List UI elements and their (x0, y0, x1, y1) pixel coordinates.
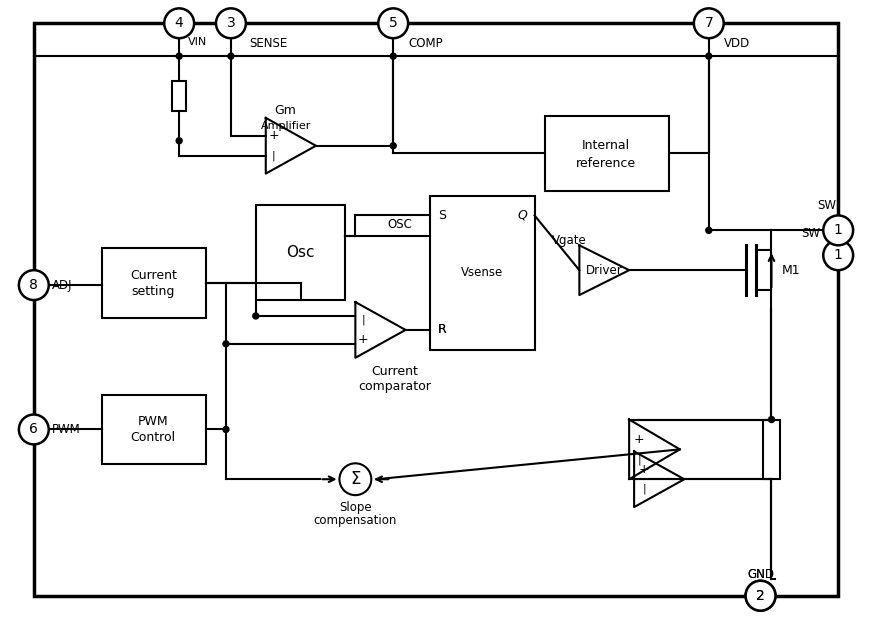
Text: setting: setting (132, 285, 175, 298)
Text: |: | (637, 454, 641, 464)
Text: Vgate: Vgate (552, 234, 587, 247)
Text: COMP: COMP (409, 37, 443, 50)
Text: compensation: compensation (313, 514, 397, 527)
Circle shape (694, 8, 724, 38)
Circle shape (228, 53, 234, 59)
Text: +: + (268, 130, 279, 142)
Circle shape (390, 53, 396, 59)
Text: 1: 1 (834, 223, 842, 237)
Bar (101, 394, 206, 464)
Bar (101, 248, 206, 318)
Text: 2: 2 (756, 589, 765, 603)
Text: Internal: Internal (582, 140, 630, 153)
Bar (430, 195, 534, 350)
Text: +: + (358, 334, 368, 347)
Bar (762, 420, 780, 479)
Circle shape (253, 313, 258, 319)
Text: PWM: PWM (138, 415, 168, 428)
Text: +: + (634, 433, 644, 446)
Text: Q: Q (518, 209, 527, 222)
Text: Control: Control (131, 431, 175, 444)
Text: Current: Current (130, 268, 176, 281)
Text: R: R (437, 324, 446, 337)
Text: GND: GND (747, 568, 774, 581)
Text: ADJ: ADJ (52, 278, 72, 291)
Text: S: S (438, 209, 446, 222)
Text: Amplifier: Amplifier (260, 121, 311, 131)
Circle shape (340, 463, 371, 495)
Circle shape (705, 228, 711, 233)
Text: 8: 8 (30, 278, 38, 292)
Text: 6: 6 (30, 422, 38, 436)
Circle shape (223, 341, 229, 347)
Text: +: + (639, 463, 650, 476)
Text: Osc: Osc (286, 245, 315, 260)
Circle shape (19, 415, 49, 445)
Circle shape (223, 427, 229, 432)
Text: SENSE: SENSE (249, 37, 287, 50)
Text: |: | (361, 315, 365, 326)
Text: 7: 7 (705, 16, 713, 30)
Circle shape (768, 417, 774, 422)
Text: |: | (643, 484, 646, 494)
Text: 4: 4 (175, 16, 183, 30)
Bar (172, 81, 186, 111)
Circle shape (378, 8, 409, 38)
Text: VDD: VDD (724, 37, 750, 50)
Circle shape (216, 8, 246, 38)
Text: |: | (272, 151, 276, 161)
Text: Vsense: Vsense (461, 266, 503, 278)
Text: SW: SW (801, 228, 821, 241)
Text: R: R (437, 324, 446, 337)
Circle shape (746, 581, 775, 611)
Circle shape (390, 143, 396, 149)
Text: Σ: Σ (350, 470, 361, 488)
Circle shape (176, 53, 182, 59)
Text: reference: reference (576, 157, 636, 170)
Text: Slope: Slope (339, 501, 372, 514)
Text: PWM: PWM (52, 423, 80, 436)
Circle shape (164, 8, 194, 38)
Bar (545, 116, 669, 190)
Text: GND: GND (747, 568, 774, 581)
Bar (256, 205, 346, 300)
Text: 3: 3 (227, 16, 236, 30)
Text: 5: 5 (388, 16, 397, 30)
Text: 1: 1 (834, 248, 842, 262)
Circle shape (705, 53, 711, 59)
Text: Current: Current (372, 365, 419, 378)
Text: SW: SW (817, 200, 836, 213)
Circle shape (746, 581, 775, 611)
Text: VIN: VIN (188, 37, 208, 47)
Text: M1: M1 (781, 264, 800, 277)
Text: comparator: comparator (359, 380, 431, 393)
Text: Driver: Driver (586, 264, 622, 277)
Text: 2: 2 (756, 589, 765, 603)
Text: OSC: OSC (388, 218, 413, 231)
Circle shape (823, 241, 853, 270)
Circle shape (19, 270, 49, 300)
Circle shape (176, 138, 182, 144)
Text: Gm: Gm (275, 104, 297, 117)
Circle shape (823, 215, 853, 246)
